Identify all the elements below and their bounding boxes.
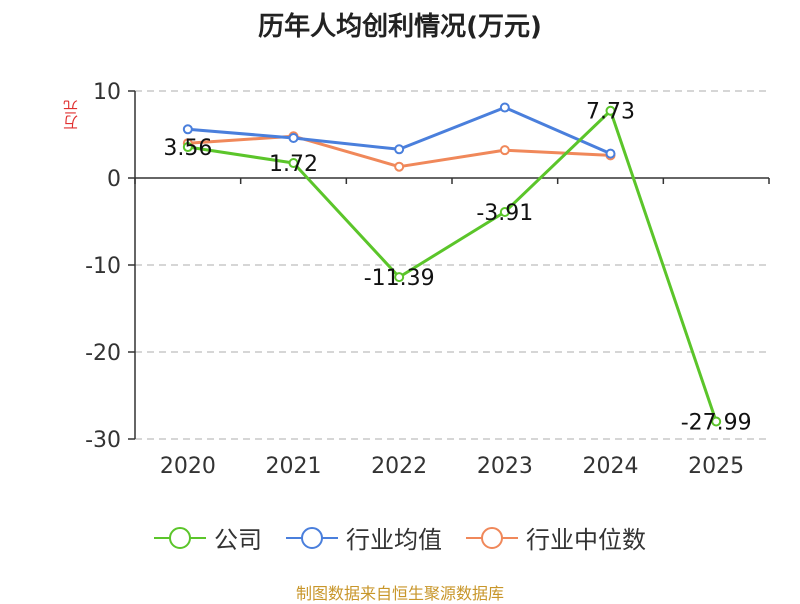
- data-label: 3.56: [163, 136, 212, 161]
- series-point-0: [288, 158, 299, 169]
- series-point-0: [394, 272, 405, 283]
- data-source-note: 制图数据来自恒生聚源数据库: [295, 584, 504, 603]
- data-label: 7.73: [586, 100, 635, 125]
- series-point-0: [605, 105, 616, 116]
- data-label: 1.72: [269, 152, 318, 177]
- legend-item-industry-mean[interactable]: 行业均值: [286, 520, 442, 555]
- data-label: -27.99: [681, 411, 752, 436]
- series-line-0: [187, 109, 718, 422]
- y-tick-label: 10: [93, 80, 121, 105]
- legend-swatch-industry-median: [466, 526, 518, 550]
- series-point-1: [394, 144, 405, 155]
- legend-swatch-industry-mean: [286, 526, 338, 550]
- legend-label-industry-mean: 行业均值: [346, 526, 442, 554]
- y-tick-label: -30: [85, 428, 121, 453]
- series-point-1: [605, 148, 616, 159]
- x-tick-label: 2024: [583, 454, 639, 479]
- x-tick-label: 2021: [266, 454, 322, 479]
- x-tick-label: 2023: [477, 454, 533, 479]
- legend-item-industry-median[interactable]: 行业中位数: [466, 520, 646, 555]
- series-point-2: [394, 161, 405, 172]
- series-point-1: [182, 124, 193, 135]
- y-tick-label: 0: [107, 167, 121, 192]
- y-tick-label: -10: [85, 254, 121, 279]
- x-tick-label: 2020: [160, 454, 216, 479]
- legend-label-company: 公司: [214, 526, 262, 554]
- legend-item-company[interactable]: 公司: [154, 520, 262, 555]
- series-point-2: [499, 145, 510, 156]
- chart-title: 历年人均创利情况(万元): [258, 12, 542, 42]
- series-point-1: [499, 102, 510, 113]
- data-label: -11.39: [364, 266, 435, 291]
- legend-label-industry-median: 行业中位数: [526, 526, 646, 554]
- y-tick-label: -20: [85, 341, 121, 366]
- chart-legend: 公司 行业均值 行业中位数: [0, 520, 800, 555]
- series-point-0: [499, 207, 510, 218]
- series-point-0: [711, 416, 722, 427]
- x-tick-label: 2022: [371, 454, 427, 479]
- series-point-1: [288, 132, 299, 143]
- series-point-0: [182, 142, 193, 153]
- legend-swatch-company: [154, 526, 206, 550]
- x-tick-label: 2025: [688, 454, 744, 479]
- data-label: -3.91: [476, 201, 533, 226]
